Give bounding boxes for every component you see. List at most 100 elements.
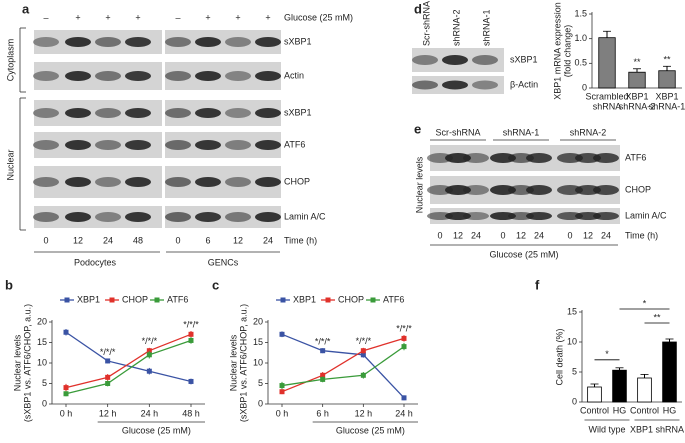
legend-marker [370, 297, 376, 303]
band [575, 153, 601, 163]
point [360, 348, 366, 354]
band [65, 212, 91, 222]
point [63, 329, 69, 335]
band [575, 212, 601, 220]
point [401, 395, 407, 401]
band [575, 185, 601, 195]
x-tick-label: 24 h [395, 408, 413, 418]
band [472, 55, 498, 65]
legend-marker [64, 297, 70, 303]
band [95, 71, 121, 81]
band [412, 55, 438, 65]
legend-label: XBP1 [293, 294, 316, 304]
time-label: 24 [103, 235, 113, 245]
annotation: */*/* [356, 336, 372, 346]
band [463, 212, 489, 220]
treatment-label: Glucose (25 mM) [284, 12, 353, 22]
band [593, 212, 619, 220]
annotation: */*/* [142, 336, 158, 346]
x-tick-label: HG [613, 405, 627, 415]
legend-marker [325, 297, 331, 303]
band [442, 55, 468, 65]
time-axis-label: Time (h) [625, 230, 658, 240]
band [526, 185, 552, 195]
group-label: shRNA-1 [503, 127, 540, 137]
sign: + [105, 12, 110, 22]
band [255, 177, 281, 187]
y-tick-label: 0 [582, 82, 587, 92]
band [165, 140, 191, 150]
vertical-label: (sXBP1 vs. ATF6/CHOP, a.u.) [22, 304, 32, 422]
band [165, 212, 191, 222]
vertical-label: Cell death (%) [554, 328, 564, 385]
sign: + [75, 12, 80, 22]
vertical-label: (fold change) [562, 25, 572, 78]
point [188, 331, 194, 337]
panel-label: a [22, 1, 30, 16]
band [95, 177, 121, 187]
time-axis-label: Time (h) [284, 235, 317, 245]
panel-label: c [212, 277, 219, 292]
group-label: Scr-shRNA [435, 127, 480, 137]
point [146, 352, 152, 358]
time-label: 12 [233, 235, 243, 245]
bar [658, 70, 676, 89]
band-label: Actin [284, 70, 304, 80]
band [195, 71, 221, 81]
band [526, 153, 552, 163]
band [33, 140, 59, 150]
annotation: */*/* [396, 323, 412, 333]
band-label: ATF6 [625, 152, 646, 162]
band [442, 80, 468, 90]
band [508, 212, 534, 220]
x-tick-label: 0 h [276, 408, 289, 418]
x-tick-label: HG [663, 405, 677, 415]
band [225, 108, 251, 118]
blot [165, 206, 281, 228]
bar [637, 377, 652, 403]
y-tick-label: 15 [37, 337, 47, 347]
legend-label: CHOP [338, 294, 364, 304]
band-label: sXBP1 [284, 107, 312, 117]
bar [587, 386, 602, 403]
legend-label: ATF6 [383, 294, 404, 304]
band [125, 108, 151, 118]
vertical-label: Nuclear [5, 149, 15, 180]
annotation: */*/* [315, 337, 331, 347]
band [557, 153, 583, 163]
y-tick-label: 0 [572, 396, 577, 406]
sign: – [43, 12, 48, 22]
group-label: shRNA-2 [570, 127, 607, 137]
time-label: 24 [471, 230, 481, 240]
annotation: ** [633, 57, 641, 67]
x-tick-label: Scrambled [585, 91, 628, 101]
band [65, 37, 91, 47]
band [255, 140, 281, 150]
band [427, 185, 453, 195]
point [105, 374, 111, 380]
band-label: β-Actin [510, 79, 538, 89]
point [188, 378, 194, 384]
x-tick-label: XBP1 [625, 91, 648, 101]
vertical-label: Nuclear levels [12, 334, 22, 391]
y-tick-label: 10 [567, 336, 577, 346]
bar [598, 37, 616, 89]
band [65, 71, 91, 81]
point [146, 368, 152, 374]
time-label: 0 [567, 230, 572, 240]
sign: – [175, 12, 180, 22]
point [320, 372, 326, 378]
x-tick-label: 12 h [355, 408, 373, 418]
band [195, 177, 221, 187]
annotation: */*/* [183, 319, 199, 329]
point [360, 372, 366, 378]
x-tick-label: 6 h [316, 408, 329, 418]
x-tick-label: 24 h [141, 408, 159, 418]
band [33, 108, 59, 118]
band [65, 177, 91, 187]
cell-label: Podocytes [74, 257, 117, 267]
time-label: 24 [601, 230, 611, 240]
time-label: 0 [43, 235, 48, 245]
band [445, 212, 471, 220]
